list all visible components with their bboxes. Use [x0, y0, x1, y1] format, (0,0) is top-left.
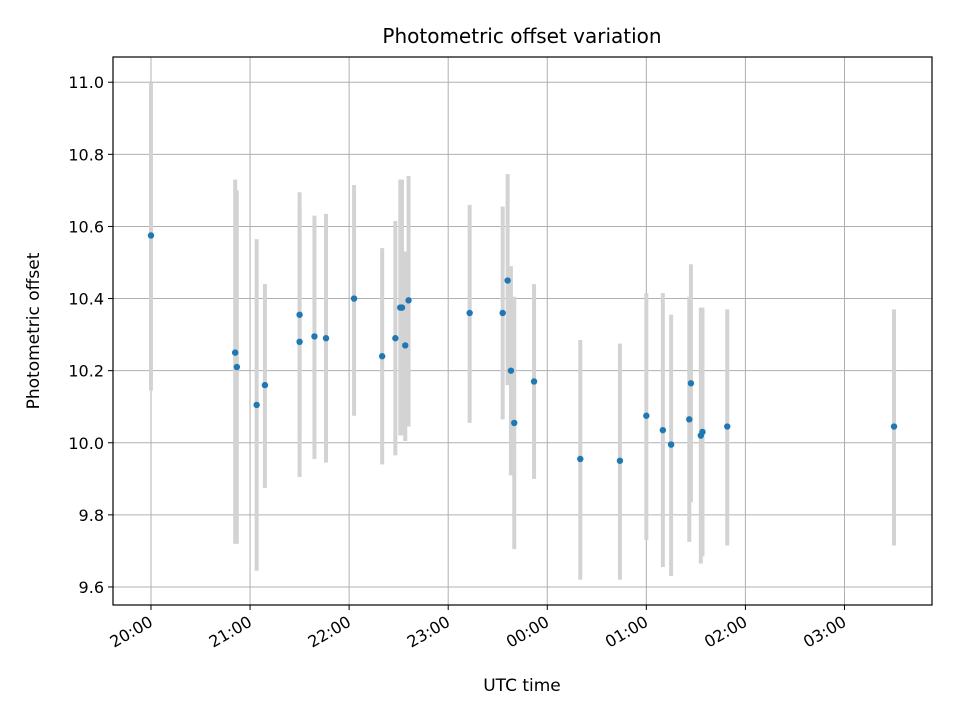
- data-point: [511, 419, 518, 427]
- y-tick-label: 10.4: [68, 290, 104, 309]
- data-point: [687, 380, 695, 387]
- x-tick-label: 03:00: [800, 612, 849, 652]
- chart-title: Photometric offset variation: [382, 24, 661, 48]
- data-point: [296, 311, 303, 318]
- x-tick-label: 21:00: [206, 612, 255, 652]
- data-point: [530, 378, 538, 385]
- data-point: [402, 342, 409, 349]
- x-tick-label: 00:00: [503, 612, 552, 652]
- data-point: [686, 416, 693, 423]
- data-point: [322, 335, 330, 342]
- data-point: [261, 381, 269, 389]
- data-point: [405, 297, 412, 304]
- y-tick-label: 10.0: [68, 434, 104, 453]
- y-tick-label: 10.8: [68, 145, 104, 164]
- data-point: [659, 426, 667, 434]
- x-tick-label: 23:00: [404, 612, 453, 652]
- data-point: [378, 353, 386, 360]
- x-axis-title: UTC time: [483, 676, 561, 696]
- y-tick-label: 9.6: [79, 578, 104, 597]
- data-point: [577, 455, 584, 463]
- data-point: [392, 335, 399, 342]
- data-point: [504, 277, 511, 284]
- plot-area-frame: [112, 56, 933, 606]
- data-point: [233, 363, 241, 371]
- data-point: [616, 457, 624, 464]
- data-point: [643, 412, 650, 419]
- error-bar-layer: [148, 82, 897, 580]
- data-point: [699, 428, 706, 436]
- x-tick-label: 22:00: [305, 612, 354, 652]
- data-point: [507, 367, 515, 374]
- y-tick-label: 10.2: [68, 362, 104, 381]
- data-point: [724, 423, 731, 430]
- data-point: [499, 309, 506, 317]
- x-tick-label: 01:00: [602, 612, 651, 652]
- data-point: [147, 232, 155, 239]
- data-point: [890, 423, 898, 430]
- data-point: [667, 441, 675, 448]
- data-point: [398, 304, 406, 311]
- y-tick-label: 10.6: [68, 217, 104, 236]
- y-axis-title: Photometric offset: [24, 252, 44, 409]
- data-point: [350, 295, 358, 302]
- data-point: [231, 349, 239, 356]
- y-tick-label: 11.0: [68, 73, 104, 92]
- x-tick-label: 02:00: [701, 612, 750, 652]
- y-tick-label: 9.8: [79, 506, 104, 525]
- data-point: [253, 401, 260, 409]
- data-point-layer: [147, 232, 898, 464]
- data-point: [311, 333, 318, 340]
- data-point: [296, 338, 303, 346]
- data-point: [466, 309, 473, 317]
- x-tick-label: 20:00: [107, 612, 156, 652]
- tick-layer: 20:00 21:00 22:00 23:00 00:00 01:00 02:00 03:00…: [68, 73, 849, 651]
